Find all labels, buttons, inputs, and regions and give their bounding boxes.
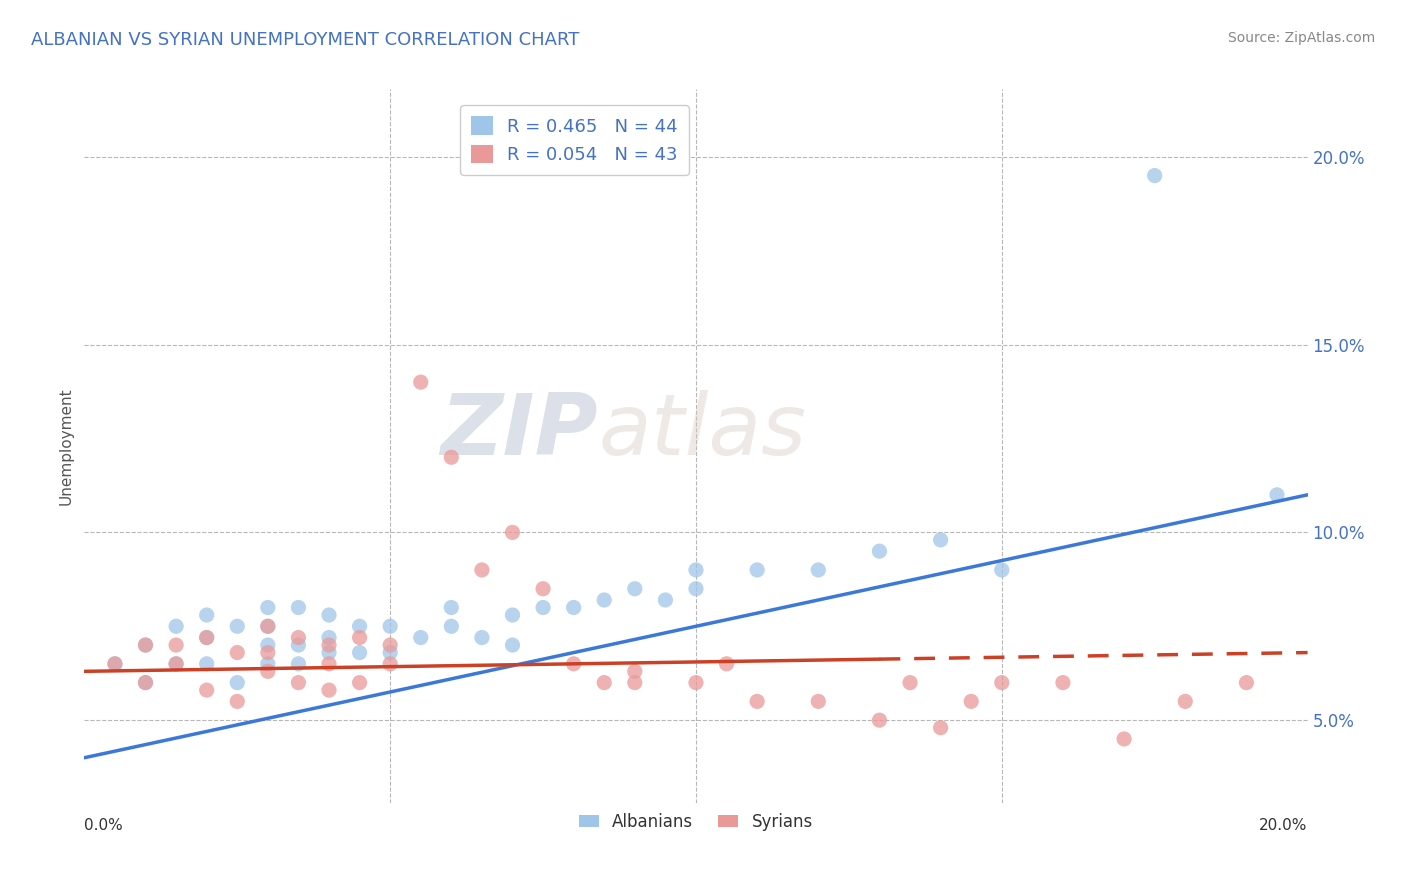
Point [195,683,218,698]
Point [287,638,309,652]
Point [502,638,524,652]
Point [135,638,157,652]
Point [471,563,494,577]
Point [747,694,769,708]
Point [409,375,432,389]
Point [685,675,707,690]
Text: 0.0%: 0.0% [84,818,124,833]
Point [380,657,402,671]
Point [1174,694,1197,708]
Point [349,631,371,645]
Point [165,657,187,671]
Point [349,619,371,633]
Point [624,665,647,679]
Point [195,631,218,645]
Point [593,675,616,690]
Point [380,646,402,660]
Text: Source: ZipAtlas.com: Source: ZipAtlas.com [1227,31,1375,45]
Point [991,675,1014,690]
Point [440,619,463,633]
Point [531,582,554,596]
Point [624,582,647,596]
Text: atlas: atlas [598,390,806,474]
Point [898,675,921,690]
Point [257,665,280,679]
Point [318,607,340,622]
Text: ALBANIAN VS SYRIAN UNEMPLOYMENT CORRELATION CHART: ALBANIAN VS SYRIAN UNEMPLOYMENT CORRELAT… [31,31,579,49]
Point [195,607,218,622]
Point [226,619,249,633]
Point [318,683,340,698]
Point [624,675,647,690]
Point [991,563,1014,577]
Point [1052,675,1074,690]
Point [807,694,830,708]
Text: 20.0%: 20.0% [1260,818,1308,833]
Point [960,694,983,708]
Point [257,638,280,652]
Point [929,721,952,735]
Point [531,600,554,615]
Point [318,631,340,645]
Point [135,675,157,690]
Point [257,646,280,660]
Point [593,593,616,607]
Point [685,582,707,596]
Point [440,600,463,615]
Point [318,638,340,652]
Point [287,600,309,615]
Point [502,607,524,622]
Point [349,675,371,690]
Point [685,563,707,577]
Point [1143,169,1166,183]
Point [380,638,402,652]
Point [104,657,127,671]
Point [226,646,249,660]
Point [869,713,891,727]
Point [380,619,402,633]
Point [1236,675,1258,690]
Point [471,631,494,645]
Legend: Albanians, Syrians: Albanians, Syrians [572,806,820,838]
Point [226,694,249,708]
Point [165,638,187,652]
Point [257,657,280,671]
Point [257,600,280,615]
Point [318,646,340,660]
Point [257,619,280,633]
Point [807,563,830,577]
Point [409,631,432,645]
Point [287,675,309,690]
Point [716,657,738,671]
Point [929,533,952,547]
Point [165,657,187,671]
Point [1114,731,1136,746]
Point [226,675,249,690]
Point [349,646,371,660]
Point [165,619,187,633]
Point [562,600,585,615]
Point [502,525,524,540]
Point [1265,488,1288,502]
Point [135,638,157,652]
Point [287,657,309,671]
Point [287,631,309,645]
Point [562,657,585,671]
Point [747,563,769,577]
Point [195,631,218,645]
Point [869,544,891,558]
Point [318,657,340,671]
Point [654,593,676,607]
Point [195,657,218,671]
Point [135,675,157,690]
Y-axis label: Unemployment: Unemployment [58,387,73,505]
Point [440,450,463,465]
Text: ZIP: ZIP [440,390,598,474]
Point [104,657,127,671]
Point [257,619,280,633]
